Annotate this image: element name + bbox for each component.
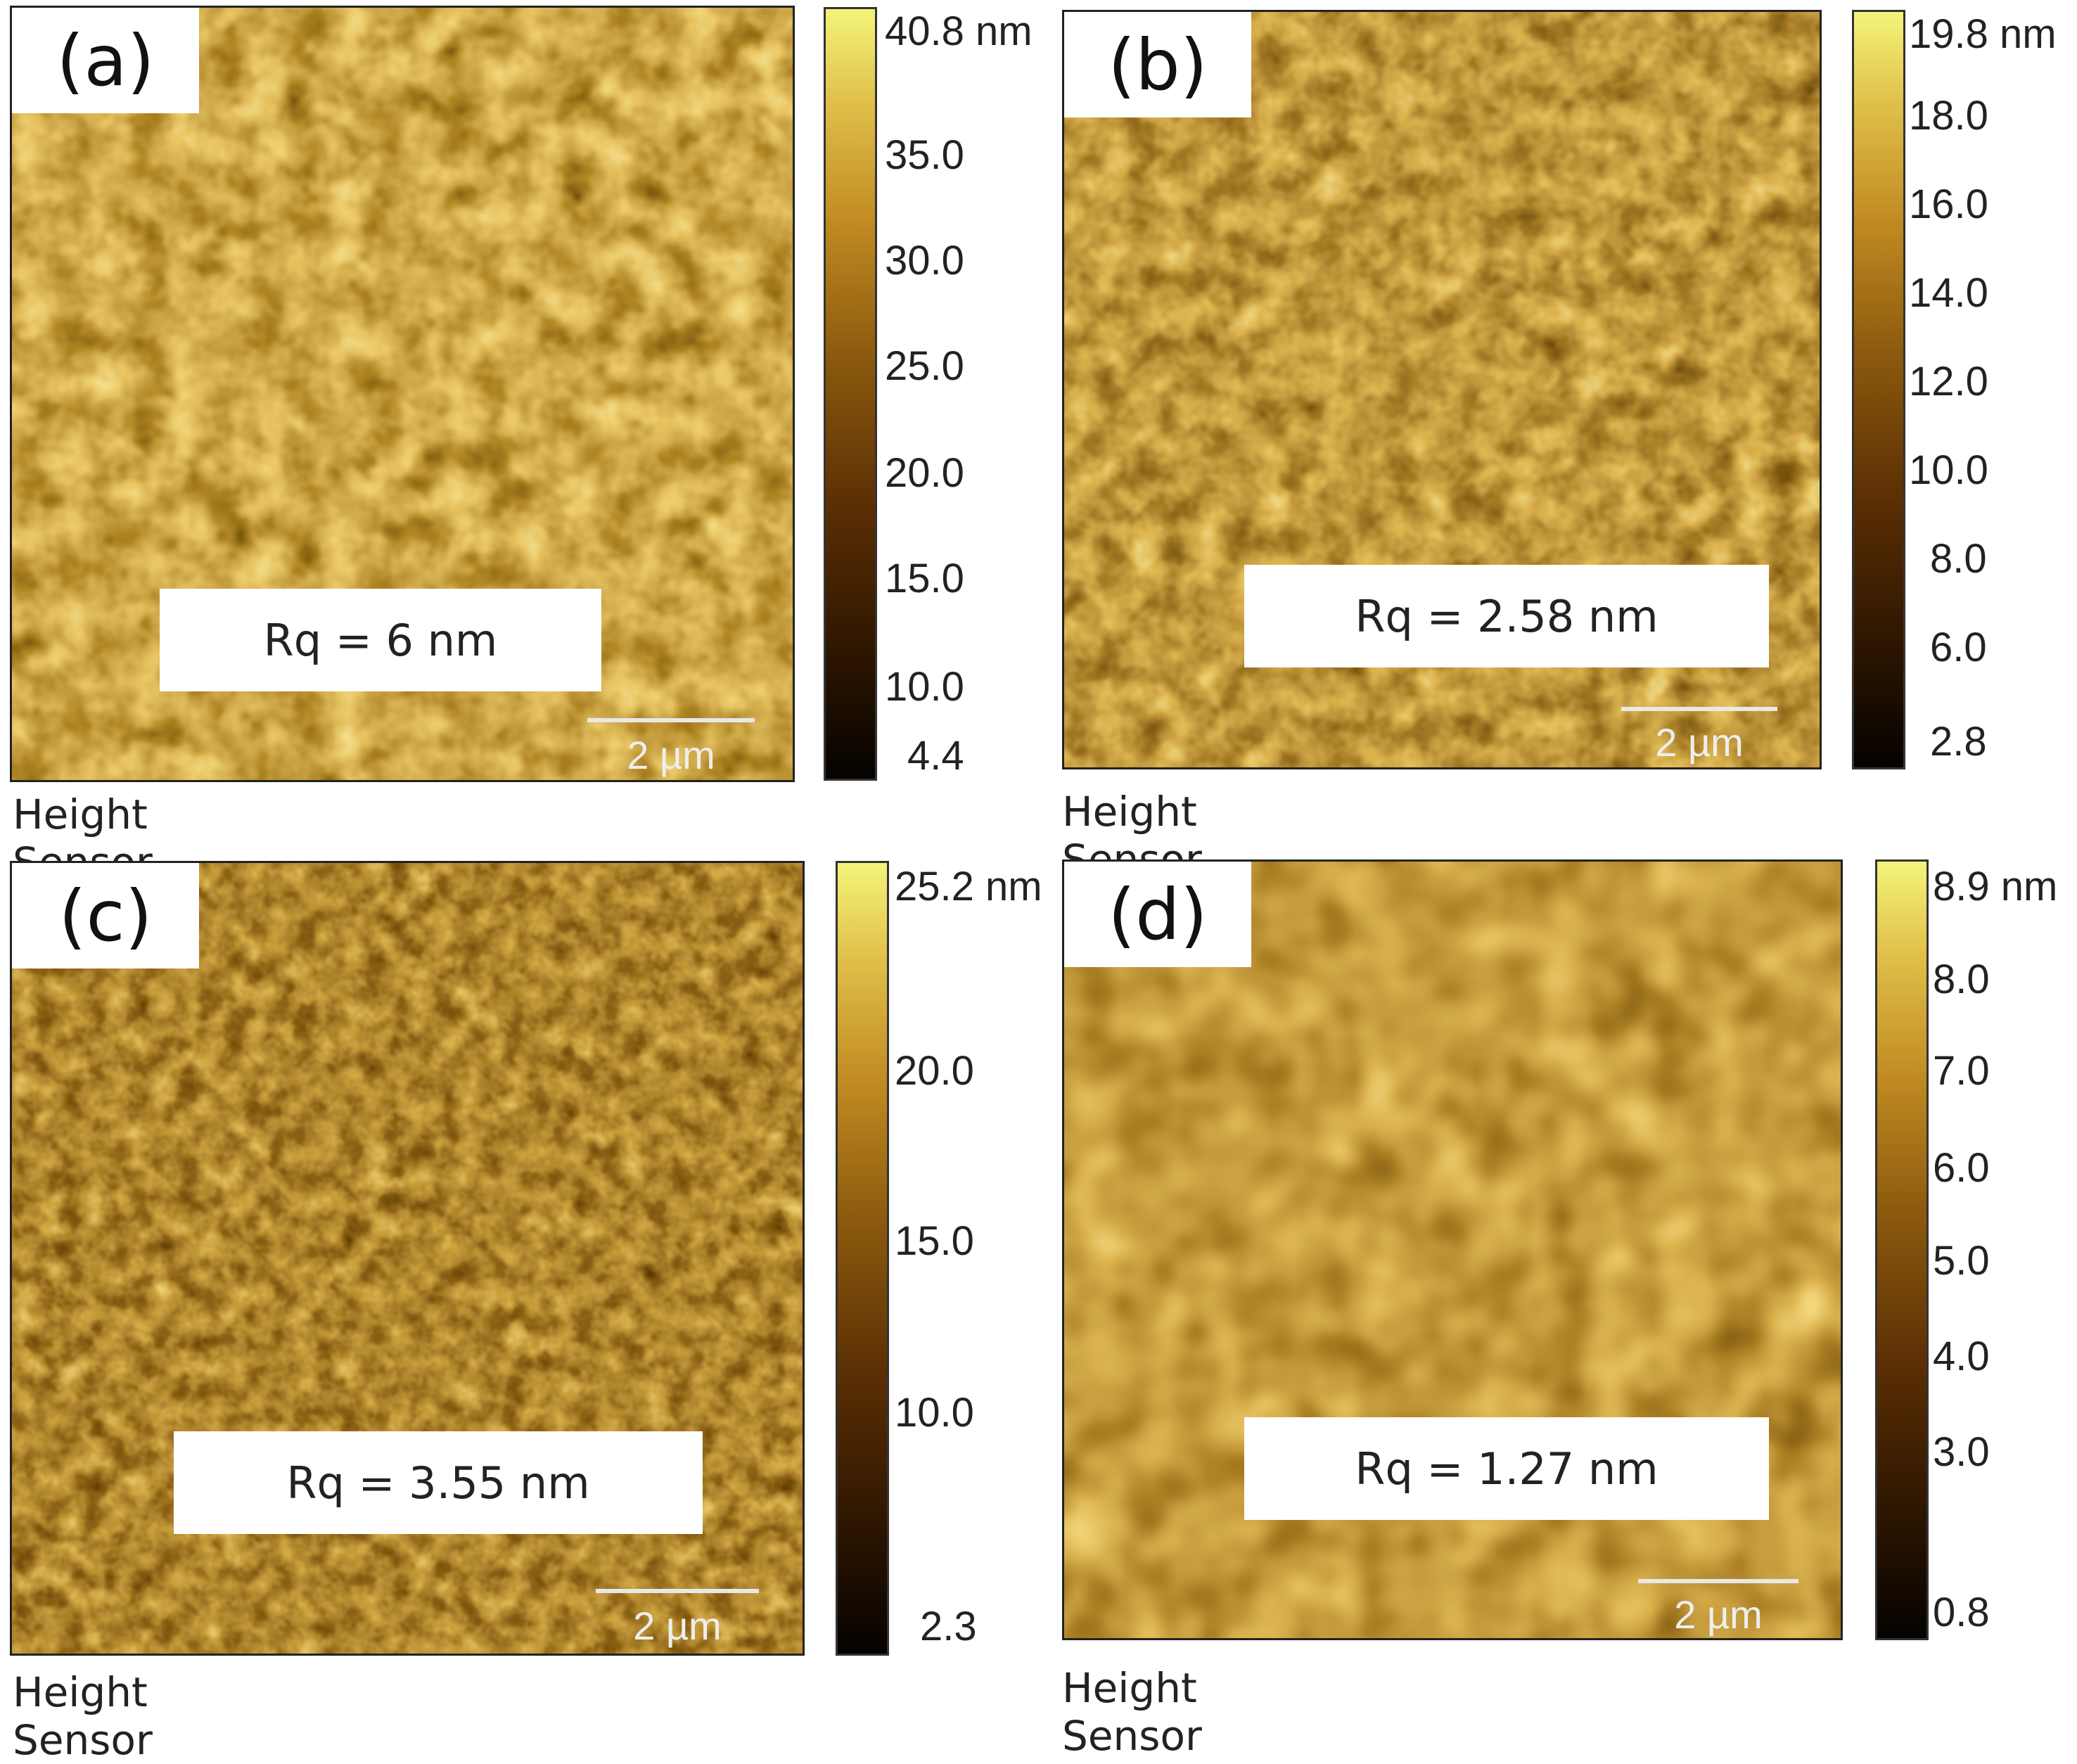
panel-letter-c: (c) [12,863,199,969]
tick-a-5: 15.0 [885,556,964,601]
tick-a-3: 25.0 [885,343,964,389]
tick-d-7: 0.8 [1933,1590,1990,1635]
tick-a-0: 40.8 nm [885,8,1033,54]
tick-d-6: 3.0 [1933,1429,1990,1475]
tick-b-2: 16.0 [1909,181,1988,227]
tick-c-2: 15.0 [895,1218,974,1264]
tick-d-4: 5.0 [1933,1238,1990,1284]
scale-bar-b [1621,707,1777,711]
tick-b-1: 18.0 [1909,93,1988,139]
caption-c: Height Sensor [13,1668,153,1764]
tick-b-0: 19.8 nm [1909,11,2057,57]
scale-bar-d [1638,1579,1798,1583]
colorbar-d [1875,859,1929,1640]
panel-letter-b: (b) [1064,12,1251,117]
tick-a-2: 30.0 [885,238,964,283]
tick-b-7: 6.0 [1930,625,1987,670]
tick-a-4: 20.0 [885,450,964,496]
tick-d-5: 4.0 [1933,1334,1990,1379]
tick-d-2: 7.0 [1933,1048,1990,1094]
afm-texture-c [12,863,803,1654]
tick-b-6: 8.0 [1930,536,1987,582]
afm-texture-d [1064,862,1841,1638]
rq-label-d: Rq = 1.27 nm [1244,1417,1769,1520]
tick-c-4: 2.3 [920,1604,977,1649]
afm-image-a: (a) Rq = 6 nm 2 µm [10,6,795,782]
panel-letter-d: (d) [1064,862,1251,967]
afm-image-c: (c) Rq = 3.55 nm 2 µm [10,861,805,1656]
scale-bar-a [587,718,755,722]
rq-label-a: Rq = 6 nm [160,589,601,691]
tick-d-0: 8.9 nm [1933,864,2058,909]
afm-image-d: (d) Rq = 1.27 nm 2 µm [1062,859,1843,1640]
rq-label-c: Rq = 3.55 nm [174,1431,703,1534]
scale-bar-c [596,1589,759,1593]
scale-bar-label-a: 2 µm [627,733,715,777]
scale-bar-label-d: 2 µm [1674,1592,1763,1637]
colorbar-b [1852,10,1905,769]
tick-a-1: 35.0 [885,132,964,178]
afm-image-b: (b) Rq = 2.58 nm 2 µm [1062,10,1822,769]
tick-c-1: 20.0 [895,1048,974,1094]
colorbar-a [824,7,877,781]
tick-b-3: 14.0 [1909,270,1988,316]
tick-a-6: 10.0 [885,664,964,710]
tick-b-5: 10.0 [1909,447,1988,493]
scale-bar-label-c: 2 µm [633,1604,722,1648]
colorbar-c [836,861,889,1656]
scale-bar-label-b: 2 µm [1655,720,1744,765]
tick-c-0: 25.2 nm [895,864,1042,909]
tick-d-1: 8.0 [1933,957,1990,1002]
caption-d: Height Sensor [1062,1664,1202,1760]
tick-b-4: 12.0 [1909,359,1988,404]
tick-b-8: 2.8 [1930,719,1987,765]
panel-letter-a: (a) [12,8,199,113]
rq-label-b: Rq = 2.58 nm [1244,565,1769,667]
tick-d-3: 6.0 [1933,1145,1990,1191]
tick-c-3: 10.0 [895,1390,974,1436]
tick-a-7: 4.4 [907,733,964,779]
